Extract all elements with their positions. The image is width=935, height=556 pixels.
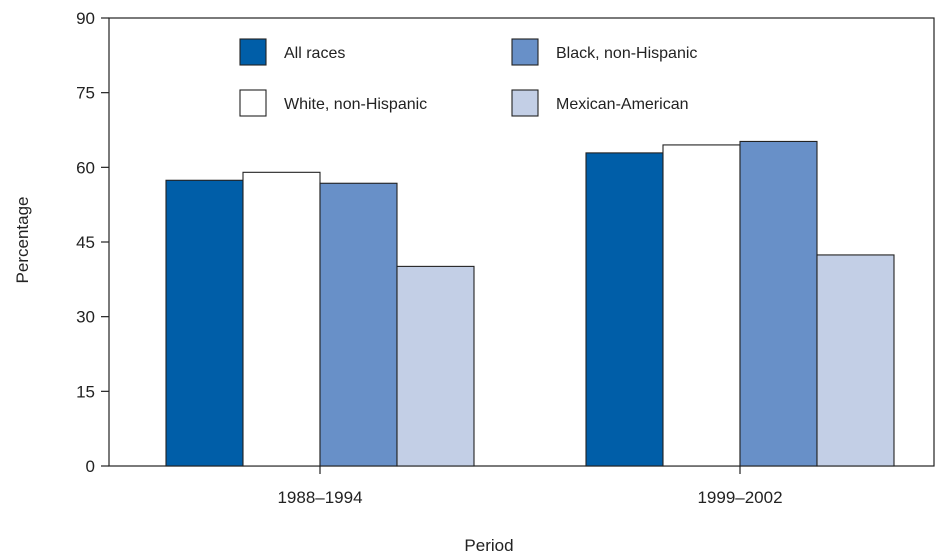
- x-tick-label: 1999–2002: [697, 488, 782, 507]
- bar-black-non-hispanic: [319, 182, 398, 467]
- y-tick-label: 60: [76, 158, 95, 177]
- legend-swatch-mexican-american: [511, 89, 539, 117]
- legend-label-all-races: All races: [284, 45, 345, 62]
- bars: [165, 140, 895, 467]
- x-axis-title: Period: [464, 536, 513, 555]
- bar-mexican-american: [816, 254, 895, 467]
- y-tick-label: 45: [76, 233, 95, 252]
- y-tick-label: 90: [76, 9, 95, 28]
- bar-white-non-hispanic: [242, 171, 321, 467]
- legend-swatch-white-non-hispanic: [239, 89, 267, 117]
- y-tick-label: 30: [76, 308, 95, 327]
- bar-all-races: [165, 179, 244, 467]
- bar-all-races: [585, 152, 664, 467]
- legend-label-mexican-american: Mexican-American: [556, 96, 688, 113]
- y-tick-label: 15: [76, 382, 95, 401]
- legend-label-black-non-hispanic: Black, non-Hispanic: [556, 45, 697, 62]
- legend: All races Black, non-Hispanic White, non-H…: [239, 38, 697, 117]
- x-axis-category-labels: 1988–1994 1999–2002: [277, 466, 783, 507]
- y-axis-ticks: 0 15 30 45 60 75 90: [76, 9, 109, 476]
- y-axis-title: Percentage: [13, 197, 32, 284]
- y-tick-label: 75: [76, 84, 95, 103]
- bar-white-non-hispanic: [662, 144, 741, 467]
- legend-swatch-black-non-hispanic: [511, 38, 539, 66]
- bar-black-non-hispanic: [739, 140, 818, 467]
- x-tick-label: 1988–1994: [277, 488, 362, 507]
- y-tick-label: 0: [86, 457, 95, 476]
- bar-mexican-american: [396, 265, 475, 467]
- legend-swatch-all-races: [239, 38, 267, 66]
- legend-label-white-non-hispanic: White, non-Hispanic: [284, 96, 427, 113]
